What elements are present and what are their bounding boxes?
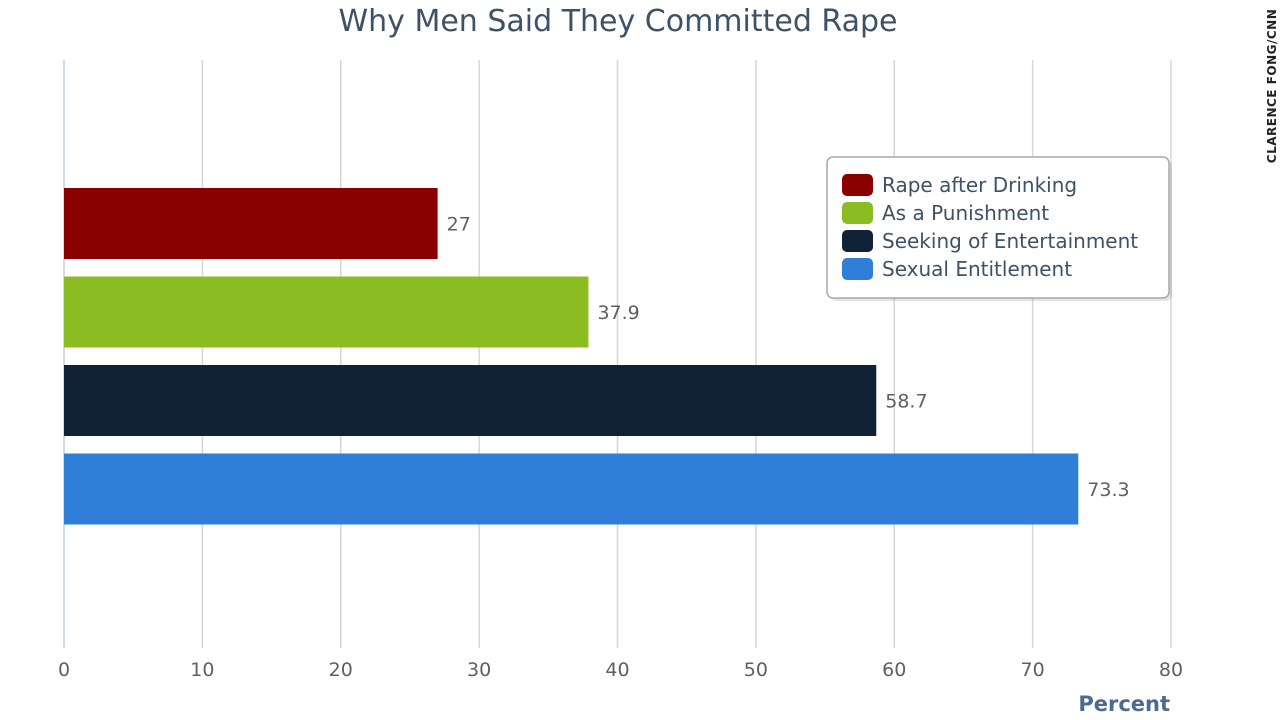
data-labels: 27 37.9 58.7 73.3 [447,214,1130,502]
bar[interactable] [64,276,589,348]
x-axis-ticks: 0 10 20 30 40 50 60 70 80 [58,659,1183,681]
bar[interactable] [64,188,438,259]
bar-value-label: 58.7 [885,391,927,413]
legend-item-label[interactable]: Rape after Drinking [882,173,1077,197]
legend-box [826,156,1170,299]
legend-swatch [842,230,873,252]
legend-item-label[interactable]: As a Punishment [882,201,1049,225]
bar-value-label: 27 [447,214,471,236]
legend-item-label[interactable]: Sexual Entitlement [882,257,1072,281]
legend-swatch [842,202,873,224]
legend[interactable]: Rape after Drinking As a Punishment Seekin… [826,156,1172,301]
credit-text: CLARENCE FONG/CNN [1265,9,1279,163]
x-axis-title: Percent [1078,692,1170,716]
legend-swatch [842,174,873,196]
x-tick-label: 70 [1021,659,1045,681]
bar[interactable] [64,453,1079,525]
x-tick-label: 40 [605,659,629,681]
chart-title: Why Men Said They Committed Rape [339,4,898,39]
legend-item-label[interactable]: Seeking of Entertainment [882,229,1138,253]
bar-value-label: 73.3 [1087,479,1129,501]
x-tick-label: 10 [190,659,214,681]
x-tick-label: 0 [58,659,70,681]
bar-value-label: 37.9 [597,302,639,324]
bar[interactable] [64,365,877,436]
x-tick-label: 50 [744,659,768,681]
legend-swatch [842,258,873,280]
x-tick-label: 80 [1159,659,1183,681]
bars [64,188,1079,525]
grid-lines [63,60,1172,648]
x-tick-label: 20 [329,659,353,681]
x-tick-label: 60 [882,659,906,681]
x-tick-label: 30 [467,659,491,681]
